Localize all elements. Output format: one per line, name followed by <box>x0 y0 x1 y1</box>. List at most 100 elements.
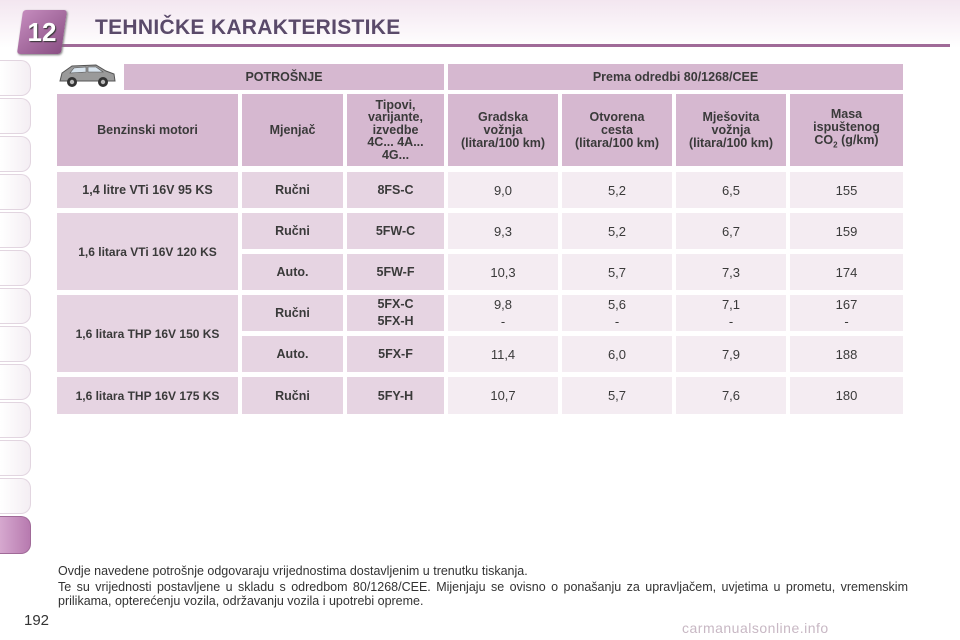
type-cell: 5FY-H <box>347 377 444 414</box>
chapter-number: 12 <box>27 17 57 47</box>
co2-value: 174 <box>790 254 903 290</box>
chapter-tab[interactable] <box>0 212 31 248</box>
extra-urban-value: 5,6 - <box>562 295 672 331</box>
chapter-tab[interactable] <box>0 250 31 286</box>
gearbox-cell: Ručni <box>242 213 343 249</box>
engine-label: 1,4 litre VTi 16V 95 KS <box>57 172 238 208</box>
chapter-tab[interactable] <box>0 440 31 476</box>
col-header-engine: Benzinski motori <box>57 94 238 166</box>
col-header-co2-line: ispuštenog <box>813 120 880 135</box>
col-header-combined-line: (litara/100 km) <box>688 135 774 150</box>
gearbox-cell: Ručni <box>242 172 343 208</box>
type-cell: 5FW-C <box>347 213 444 249</box>
type-cell: 5FW-F <box>347 254 444 290</box>
co2-value-line: - <box>844 314 849 329</box>
page-title: TEHNIČKE KARAKTERISTIKE <box>95 16 401 39</box>
chapter-tab[interactable] <box>0 174 31 210</box>
urban-value: 9,3 <box>448 213 558 249</box>
urban-value: 10,3 <box>448 254 558 290</box>
watermark: carmanualsonline.info <box>682 620 829 636</box>
chapter-tab[interactable] <box>0 402 31 438</box>
group-header-directive: Prema odredbi 80/1268/CEE <box>448 64 903 90</box>
gearbox-cell: Auto. <box>242 254 343 290</box>
col-header-co2: Masa ispuštenog CO2 (g/km) <box>790 94 903 166</box>
co2-label: CO <box>814 133 834 148</box>
type-variant: 5FX-C <box>377 297 414 311</box>
urban-value-line: 9,8 <box>493 297 513 312</box>
extra-urban-value: 5,7 <box>562 254 672 290</box>
co2-value: 188 <box>790 336 903 372</box>
co2-value: 180 <box>790 377 903 414</box>
col-header-gearbox: Mjenjač <box>242 94 343 166</box>
col-header-extra-urban-line: Otvorena <box>589 109 645 124</box>
col-header-combined: Mješovita vožnja (litara/100 km) <box>676 94 786 166</box>
col-header-combined-line: vožnja <box>711 122 751 137</box>
extra-urban-value: 5,2 <box>562 172 672 208</box>
combined-value: 7,3 <box>676 254 786 290</box>
chapter-tab[interactable] <box>0 136 31 172</box>
urban-value: 11,4 <box>448 336 558 372</box>
type-cell: 8FS-C <box>347 172 444 208</box>
col-header-types-line: Tipovi, <box>375 97 416 112</box>
type-cell: 5FX-F <box>347 336 444 372</box>
co2-value: 155 <box>790 172 903 208</box>
col-header-types-line: 4C... 4A... <box>367 135 424 150</box>
combined-value-line: - <box>728 314 734 329</box>
gearbox-cell: Auto. <box>242 336 343 372</box>
urban-value: 9,0 <box>448 172 558 208</box>
combined-value: 7,9 <box>676 336 786 372</box>
col-header-co2-line: CO2 (g/km) <box>814 134 878 152</box>
col-header-co2-line: Masa <box>830 107 863 122</box>
engine-label: 1,6 litara VTi 16V 120 KS <box>57 213 238 290</box>
urban-value: 9,8 - <box>448 295 558 331</box>
page-number: 192 <box>24 612 50 629</box>
note-paragraph: Te su vrijednosti postavljene u skladu s… <box>58 580 908 608</box>
co2-value: 159 <box>790 213 903 249</box>
co2-subscript: 2 <box>833 140 838 150</box>
chapter-tab[interactable] <box>0 98 31 134</box>
col-header-urban-line: vožnja <box>483 122 523 137</box>
col-header-urban-line: (litara/100 km) <box>460 135 546 150</box>
chapter-tab[interactable] <box>0 326 31 362</box>
combined-value: 7,6 <box>676 377 786 414</box>
combined-value: 7,1 - <box>676 295 786 331</box>
chapter-tab[interactable] <box>0 288 31 324</box>
type-cell: 5FX-C 5FX-H <box>347 295 444 331</box>
engine-label: 1,6 litara THP 16V 175 KS <box>57 377 238 414</box>
header-divider <box>60 44 950 47</box>
gearbox-cell: Ručni <box>242 295 343 331</box>
urban-value: 10,7 <box>448 377 558 414</box>
extra-urban-value: 5,2 <box>562 213 672 249</box>
col-header-types-line: izvedbe <box>372 122 419 137</box>
chapter-tab[interactable] <box>0 364 31 400</box>
extra-urban-value: 6,0 <box>562 336 672 372</box>
col-header-extra-urban-line: cesta <box>601 122 633 137</box>
col-header-combined-line: Mješovita <box>702 109 760 124</box>
extra-urban-value-line: 5,6 <box>607 297 627 312</box>
combined-value-line: 7,1 <box>721 297 741 312</box>
co2-unit: (g/km) <box>841 133 879 148</box>
note-paragraph: Ovdje navedene potrošnje odgovaraju vrij… <box>58 564 528 578</box>
chapter-tab[interactable] <box>0 60 31 96</box>
col-header-urban-line: Gradska <box>477 109 529 124</box>
col-header-urban: Gradska vožnja (litara/100 km) <box>448 94 558 166</box>
extra-urban-value-line: - <box>614 314 620 329</box>
col-header-types-line: 4G... <box>381 147 410 162</box>
group-header-consumption: POTROŠNJE <box>124 64 444 90</box>
col-header-extra-urban-line: (litara/100 km) <box>574 135 660 150</box>
extra-urban-value: 5,7 <box>562 377 672 414</box>
combined-value: 6,7 <box>676 213 786 249</box>
combined-value: 6,5 <box>676 172 786 208</box>
gearbox-cell: Ručni <box>242 377 343 414</box>
car-icon <box>59 64 116 87</box>
co2-value-line: 167 <box>835 297 858 312</box>
chapter-tab-active[interactable] <box>0 516 31 554</box>
col-header-extra-urban: Otvorena cesta (litara/100 km) <box>562 94 672 166</box>
type-variant: 5FX-H <box>377 314 414 328</box>
col-header-types-line: varijante, <box>368 110 423 125</box>
chapter-tab[interactable] <box>0 478 31 514</box>
col-header-types: Tipovi, varijante, izvedbe 4C... 4A... 4… <box>347 94 444 166</box>
engine-label: 1,6 litara THP 16V 150 KS <box>57 295 238 372</box>
chapter-tab-strip <box>0 60 34 580</box>
urban-value-line: - <box>500 314 506 329</box>
